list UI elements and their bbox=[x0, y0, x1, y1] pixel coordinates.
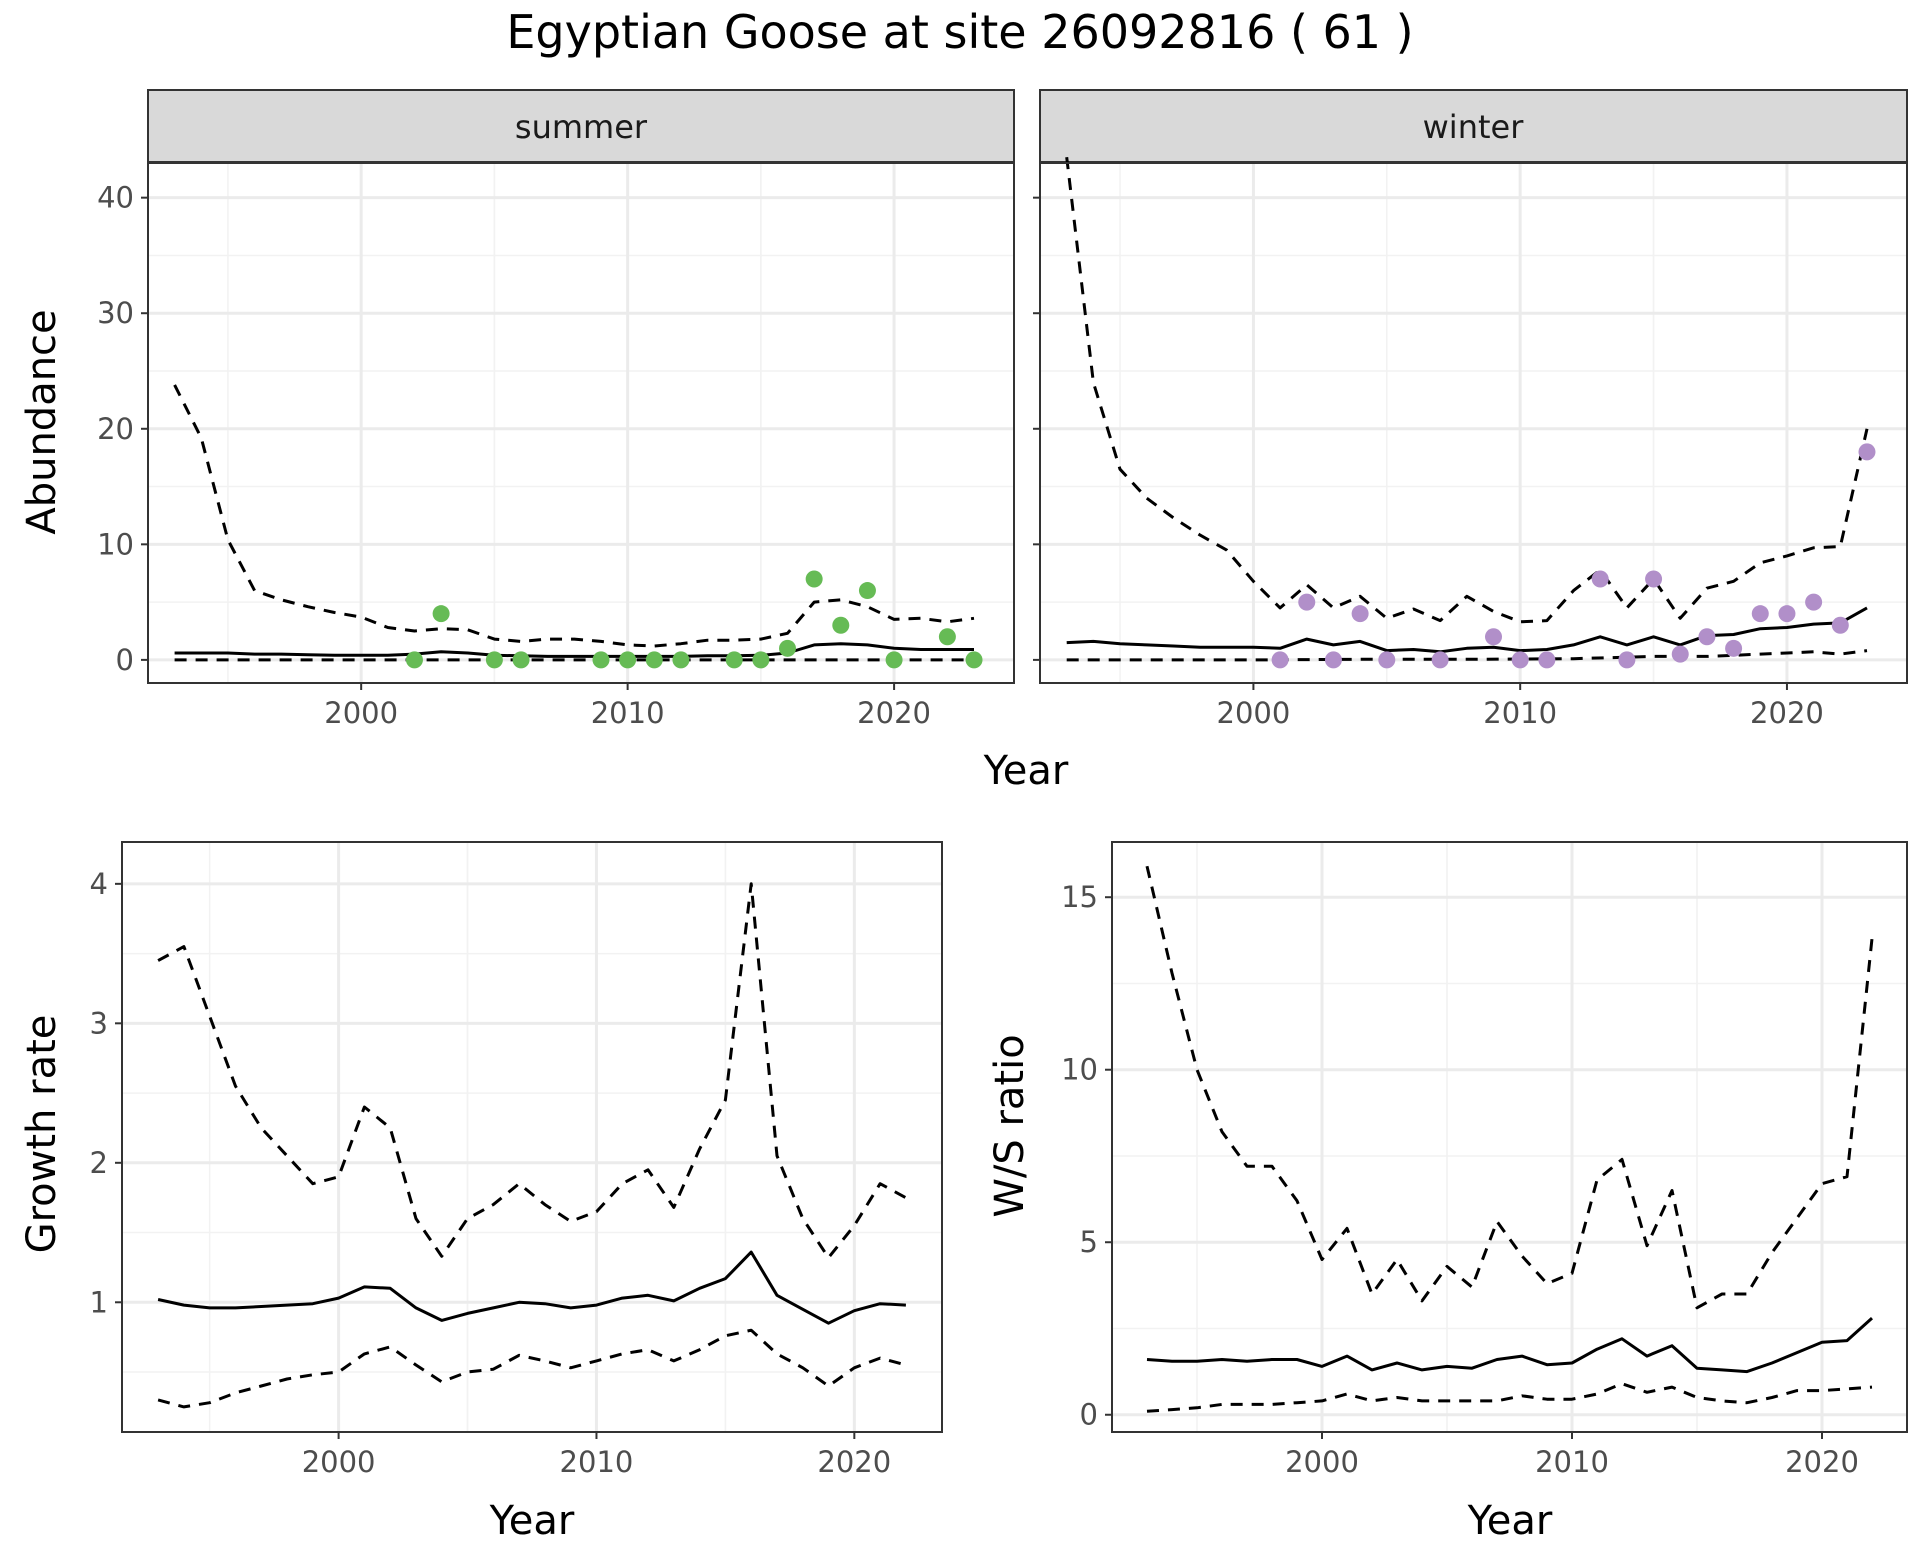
x-tick-label: 2020 bbox=[817, 1445, 891, 1479]
data-point bbox=[1351, 605, 1369, 623]
data-point bbox=[832, 616, 850, 634]
data-point bbox=[432, 605, 450, 623]
winter-strip bbox=[1039, 89, 1908, 163]
ws-ratio-x-axis-title: Year bbox=[1467, 1498, 1553, 1544]
grid bbox=[148, 163, 1014, 683]
data-point bbox=[1778, 605, 1796, 623]
data-point bbox=[1805, 593, 1823, 611]
winter-panel: winter 2000 2010 2020 bbox=[1033, 89, 1908, 730]
y-tick-label: 0 bbox=[1080, 1398, 1098, 1432]
ws-ratio-plot-area: 2000 2010 2020 0 5 10 15 bbox=[1061, 841, 1908, 1479]
data-point bbox=[1671, 645, 1689, 663]
data-point bbox=[1271, 651, 1289, 669]
data-point bbox=[858, 582, 876, 600]
data-point bbox=[1538, 651, 1556, 669]
y-tick-label: 10 bbox=[1061, 1053, 1098, 1087]
panel-border bbox=[121, 841, 943, 1433]
chart-title: Egyptian Goose at site 26092816 ( 61 ) bbox=[506, 5, 1413, 59]
abundance-y-axis-title: Abundance bbox=[19, 309, 65, 534]
data-point bbox=[1858, 443, 1876, 461]
x-tick-label: 2020 bbox=[857, 696, 931, 730]
series-upper-line bbox=[1065, 157, 1869, 624]
series-estimate-line bbox=[174, 642, 974, 658]
data-point bbox=[885, 651, 903, 669]
growth-x-axis-title: Year bbox=[489, 1498, 575, 1544]
x-tick-label: 2010 bbox=[1535, 1445, 1609, 1479]
data-point bbox=[672, 651, 690, 669]
panel-border bbox=[1111, 841, 1908, 1433]
data-point bbox=[1511, 651, 1529, 669]
data-point bbox=[1645, 570, 1663, 588]
y-tick-label: 3 bbox=[90, 1006, 108, 1040]
y-tick-label: 40 bbox=[97, 181, 134, 215]
y-tick-label: 10 bbox=[97, 527, 134, 561]
y-tick-label: 1 bbox=[90, 1285, 108, 1319]
data-point bbox=[1378, 651, 1396, 669]
x-tick-label: 2000 bbox=[1217, 696, 1291, 730]
series-lower-line bbox=[157, 1328, 907, 1409]
data-point bbox=[805, 570, 823, 588]
data-point bbox=[619, 651, 637, 669]
data-point bbox=[1618, 651, 1636, 669]
winter-plot-area: 2000 2010 2020 bbox=[1033, 157, 1908, 730]
data-point bbox=[1591, 570, 1609, 588]
series-upper-line bbox=[157, 882, 907, 1260]
data-point bbox=[725, 651, 743, 669]
y-tick-label: 20 bbox=[97, 412, 134, 446]
data-point bbox=[938, 628, 956, 646]
summer-plot-area: 2000 2010 2020 0 10 20 30 40 bbox=[97, 162, 1015, 730]
data-point bbox=[1431, 651, 1449, 669]
growth-plot-area: 2000 2010 2020 1 2 3 4 bbox=[90, 841, 943, 1479]
data-point bbox=[405, 651, 423, 669]
x-tick-label: 2000 bbox=[1285, 1445, 1359, 1479]
summer-panel: summer 2000 2010 2020 0 10 20 30 40 bbox=[97, 89, 1015, 730]
x-tick-label: 2020 bbox=[1785, 1445, 1859, 1479]
data-point bbox=[1485, 628, 1503, 646]
abundance-x-axis-title: Year bbox=[983, 748, 1069, 794]
x-tick-label: 2000 bbox=[302, 1445, 376, 1479]
data-point bbox=[1298, 593, 1316, 611]
data-point bbox=[1725, 639, 1743, 657]
data-point bbox=[965, 651, 983, 669]
y-tick-label: 5 bbox=[1080, 1225, 1098, 1259]
series-estimate-line bbox=[1146, 1316, 1874, 1374]
data-point bbox=[1831, 616, 1849, 634]
ws-ratio-y-axis-title: W/S ratio bbox=[987, 1034, 1033, 1217]
data-point bbox=[1698, 628, 1716, 646]
summer-strip bbox=[147, 89, 1015, 163]
grid bbox=[1040, 163, 1907, 683]
data-point bbox=[779, 639, 797, 657]
series-upper-line bbox=[1145, 865, 1874, 1310]
panel-border bbox=[1039, 162, 1908, 684]
data-point bbox=[592, 651, 610, 669]
data-point bbox=[1751, 605, 1769, 623]
winter-strip-label: winter bbox=[1423, 108, 1525, 146]
x-tick-label: 2010 bbox=[1483, 696, 1557, 730]
x-tick-label: 2010 bbox=[560, 1445, 634, 1479]
y-tick-label: 0 bbox=[116, 643, 134, 677]
y-tick-label: 2 bbox=[90, 1146, 108, 1180]
series-estimate-line bbox=[157, 1250, 906, 1325]
series-lower-line bbox=[1066, 649, 1868, 662]
data-point bbox=[1324, 651, 1342, 669]
series-estimate-line bbox=[1066, 606, 1868, 654]
grid bbox=[1112, 842, 1907, 1432]
series-lower-line bbox=[1146, 1382, 1873, 1413]
y-tick-label: 15 bbox=[1061, 880, 1098, 914]
summer-strip-label: summer bbox=[515, 108, 648, 146]
data-point bbox=[752, 651, 770, 669]
x-tick-label: 2020 bbox=[1750, 696, 1824, 730]
series-upper-line bbox=[173, 384, 975, 648]
data-point bbox=[485, 651, 503, 669]
x-tick-label: 2000 bbox=[324, 696, 398, 730]
data-point bbox=[645, 651, 663, 669]
data-point bbox=[512, 651, 530, 669]
grid bbox=[122, 842, 942, 1432]
y-tick-label: 4 bbox=[90, 867, 108, 901]
y-tick-label: 30 bbox=[97, 296, 134, 330]
growth-y-axis-title: Growth rate bbox=[19, 1015, 65, 1254]
x-tick-label: 2010 bbox=[591, 696, 665, 730]
panel-border bbox=[147, 162, 1015, 684]
